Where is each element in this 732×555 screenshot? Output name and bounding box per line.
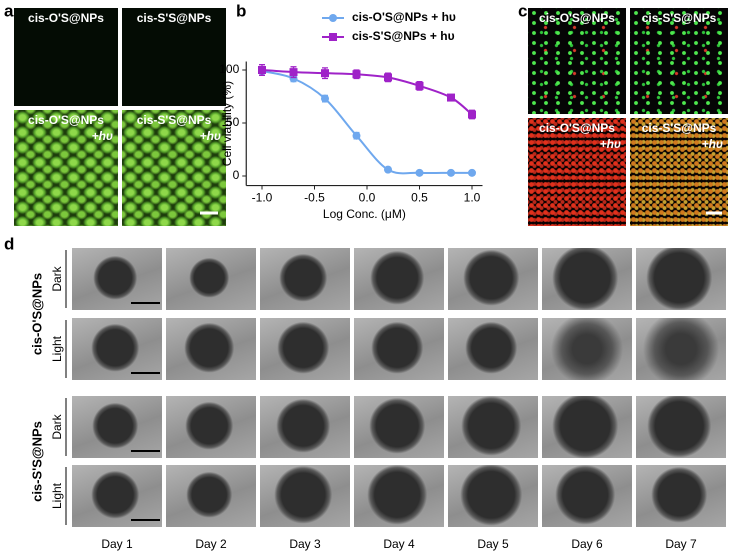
x-axis-label: Log Conc. (μM) <box>323 207 406 221</box>
spheroid-image <box>542 465 632 527</box>
spheroid-image <box>354 396 444 458</box>
legend-marker <box>329 14 337 22</box>
data-point <box>289 74 298 83</box>
image-label: cis-S'S@NPs <box>642 121 717 135</box>
spheroid-image <box>354 248 444 310</box>
spheroid-image <box>448 318 538 380</box>
y-tick-label: 100 <box>219 62 239 76</box>
day-label: Day 2 <box>195 537 227 551</box>
micrograph <box>122 8 226 106</box>
spheroid-image <box>166 318 256 380</box>
spheroid-image <box>72 248 162 310</box>
row-label: Dark <box>50 265 64 291</box>
data-point <box>352 70 361 79</box>
spheroid-image <box>72 396 162 458</box>
x-tick-label: -1.0 <box>252 191 273 205</box>
panel-label: a <box>4 1 14 20</box>
row-label: Light <box>50 482 64 509</box>
micrograph <box>14 8 118 106</box>
day-label: Day 5 <box>477 537 509 551</box>
x-tick-label: 1.0 <box>464 191 481 205</box>
spheroid-image <box>260 248 350 310</box>
micrograph <box>630 8 728 114</box>
image-sublabel: +hυ <box>702 137 723 151</box>
row-label: Dark <box>50 413 64 439</box>
image-label: cis-O'S@NPs <box>28 11 104 25</box>
y-tick-label: 50 <box>226 115 240 129</box>
panel-label: d <box>4 234 14 253</box>
spheroid-image <box>72 465 162 527</box>
series-line <box>261 70 472 175</box>
micrograph <box>528 118 626 226</box>
image-label: cis-S'S@NPs <box>137 11 212 25</box>
image-sublabel: +hυ <box>92 129 113 143</box>
image-sublabel: +hυ <box>600 137 621 151</box>
group-label: cis-O'S@NPs <box>29 273 44 355</box>
micrograph <box>528 8 626 114</box>
row-label: Light <box>50 335 64 362</box>
image-label: cis-O'S@NPs <box>539 121 615 135</box>
spheroid-image <box>354 318 444 380</box>
legend-label: cis-S'S@NPs + hυ <box>352 29 455 43</box>
image-label: cis-S'S@NPs <box>137 113 212 127</box>
legend-label: cis-O'S@NPs + hυ <box>352 10 456 24</box>
data-point <box>468 110 476 119</box>
image-label: cis-S'S@NPs <box>642 11 717 25</box>
spheroid-image <box>260 465 350 527</box>
legend-marker <box>329 33 337 41</box>
data-point <box>384 165 392 174</box>
day-label: Day 3 <box>289 537 321 551</box>
panel-label: c <box>518 1 527 20</box>
group-label: cis-S'S@NPs <box>29 421 44 502</box>
data-point <box>447 168 455 177</box>
day-label: Day 7 <box>665 537 697 551</box>
data-point <box>258 66 266 74</box>
data-point <box>321 69 329 78</box>
x-tick-label: -0.5 <box>304 191 325 205</box>
spheroid-image <box>448 396 538 458</box>
spheroid-image <box>166 396 256 458</box>
x-tick-label: 0.0 <box>359 191 376 205</box>
micrograph <box>14 110 118 226</box>
micrograph <box>122 110 226 226</box>
spheroid-image <box>636 396 726 458</box>
spheroid-image <box>260 318 350 380</box>
spheroid-image <box>166 465 256 527</box>
day-label: Day 4 <box>383 537 415 551</box>
y-axis-label: Cell viability (%) <box>220 81 234 166</box>
data-point <box>415 81 424 90</box>
data-point <box>468 168 476 177</box>
spheroid-image <box>542 396 632 458</box>
data-point <box>321 94 329 103</box>
data-point <box>415 168 424 177</box>
image-label: cis-O'S@NPs <box>28 113 104 127</box>
x-tick-label: 0.5 <box>411 191 428 205</box>
day-label: Day 1 <box>101 537 133 551</box>
spheroid-image <box>72 318 162 380</box>
image-label: cis-O'S@NPs <box>539 11 615 25</box>
spheroid-image <box>542 248 632 310</box>
data-point <box>384 73 392 82</box>
spheroid-image <box>636 318 726 380</box>
data-point <box>289 68 298 77</box>
spheroid-image <box>542 318 632 380</box>
spheroid-image <box>448 465 538 527</box>
panel-label: b <box>236 1 246 20</box>
spheroid-image <box>354 465 444 527</box>
spheroid-image <box>448 248 538 310</box>
micrograph <box>630 118 728 226</box>
data-point <box>352 131 361 140</box>
spheroid-image <box>166 248 256 310</box>
spheroid-image <box>636 465 726 527</box>
y-tick-label: 0 <box>233 168 240 182</box>
spheroid-image <box>260 396 350 458</box>
data-point <box>447 93 455 102</box>
day-label: Day 6 <box>571 537 603 551</box>
spheroid-image <box>636 248 726 310</box>
image-sublabel: +hυ <box>200 129 221 143</box>
